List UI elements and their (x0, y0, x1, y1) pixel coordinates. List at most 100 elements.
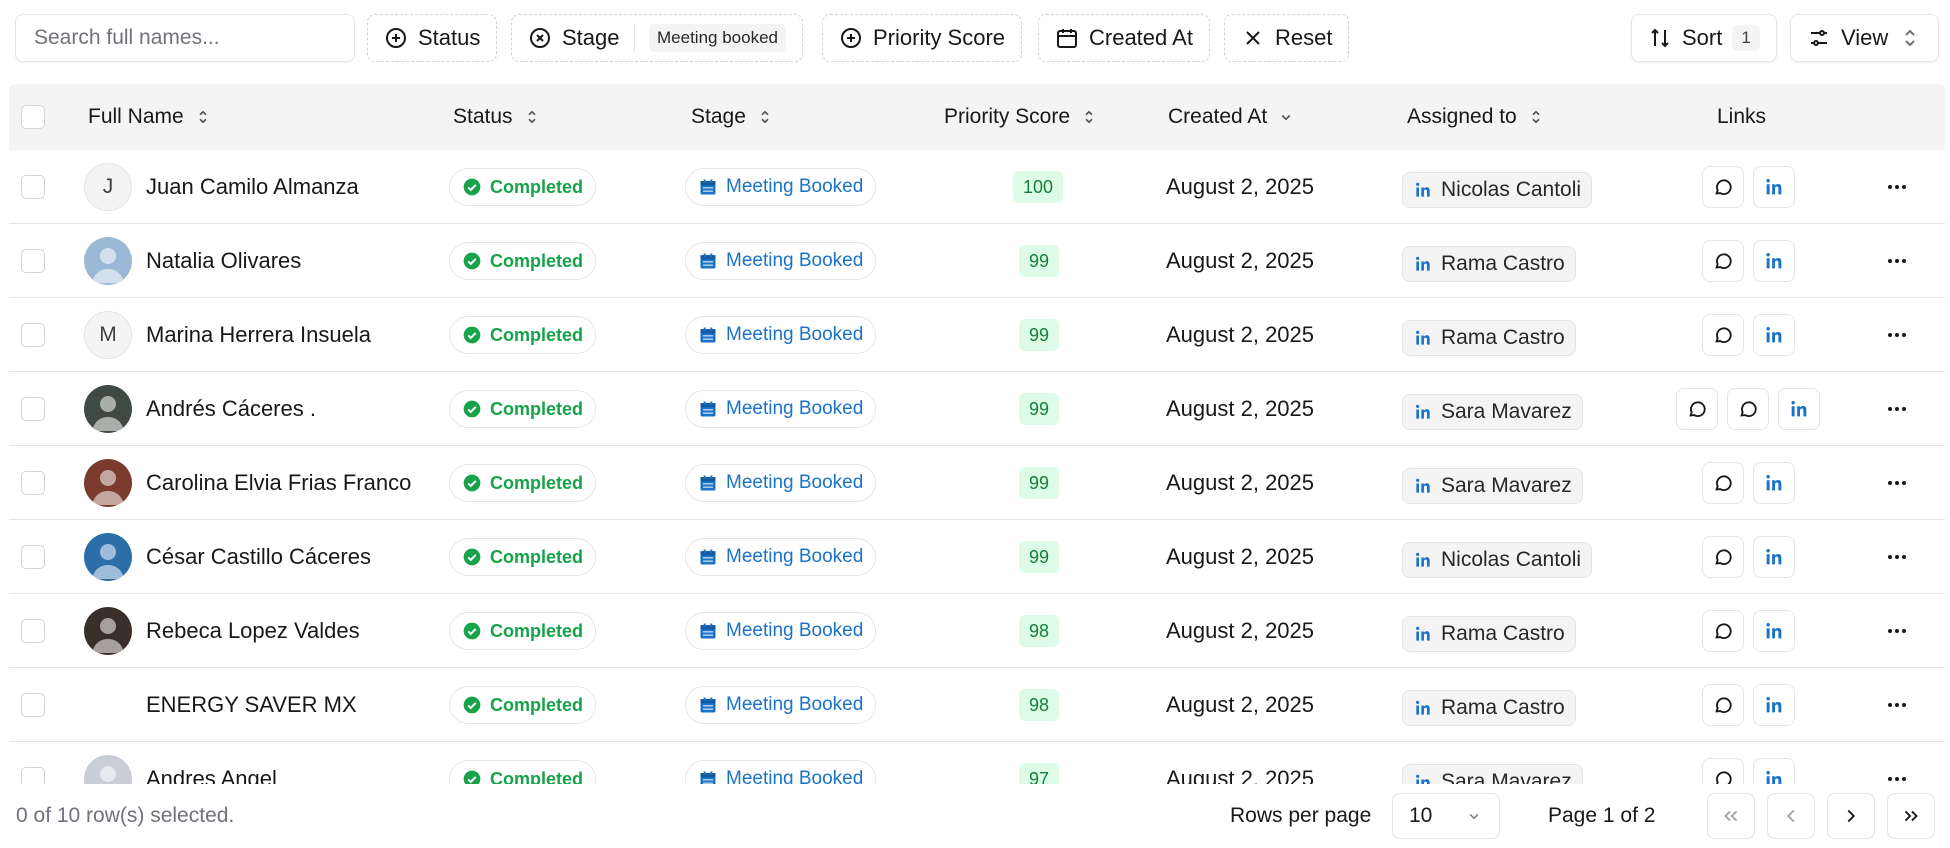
priority-score-filter-button[interactable]: Priority Score (822, 14, 1023, 62)
priority-score-badge: 97 (1019, 763, 1060, 784)
assignee-badge[interactable]: Rama Castro (1402, 616, 1576, 652)
check-circle-icon (463, 178, 481, 196)
message-button[interactable] (1702, 462, 1744, 504)
column-header-full-name[interactable]: Full Name (88, 84, 212, 150)
sort-button[interactable]: Sort 1 (1631, 14, 1777, 62)
table-row[interactable]: M Marina Herrera Insuela Completed Meeting … (9, 298, 1945, 372)
linkedin-button[interactable] (1753, 240, 1795, 282)
row-actions-button[interactable] (1882, 396, 1912, 422)
row-actions-button[interactable] (1882, 174, 1912, 200)
row-checkbox[interactable] (21, 397, 45, 421)
message-button[interactable] (1702, 240, 1744, 282)
stage-filter-button[interactable]: Stage Meeting booked (511, 14, 803, 62)
message-button[interactable] (1727, 388, 1769, 430)
table-row[interactable]: Natalia Olivares Completed Meeting Booked 9… (9, 224, 1945, 298)
status-badge: Completed (449, 242, 597, 280)
row-actions-button[interactable] (1882, 322, 1912, 348)
selection-info: 0 of 10 row(s) selected. (16, 804, 235, 827)
linkedin-button[interactable] (1778, 388, 1820, 430)
message-button[interactable] (1702, 684, 1744, 726)
row-checkbox[interactable] (21, 767, 45, 784)
column-header-status[interactable]: Status (453, 84, 541, 150)
more-horizontal-icon (1888, 629, 1906, 633)
previous-page-button[interactable] (1767, 793, 1815, 839)
column-header-priority-score[interactable]: Priority Score (944, 84, 1098, 150)
column-header-created-at[interactable]: Created At (1168, 84, 1295, 150)
search-input[interactable] (15, 14, 355, 62)
linkedin-icon (1416, 626, 1430, 641)
linkedin-button[interactable] (1753, 758, 1795, 784)
row-actions-button[interactable] (1882, 544, 1912, 570)
calendar-icon (700, 401, 716, 417)
assignee-badge[interactable]: Rama Castro (1402, 246, 1576, 282)
first-page-button[interactable] (1707, 793, 1755, 839)
message-button[interactable] (1702, 166, 1744, 208)
rows-per-page-label: Rows per page (1230, 804, 1372, 827)
row-actions-button[interactable] (1882, 470, 1912, 496)
more-horizontal-icon (1888, 259, 1906, 263)
row-actions-button[interactable] (1882, 618, 1912, 644)
table-row[interactable]: Andrés Cáceres . Completed Meeting Booked 9… (9, 372, 1945, 446)
divider (633, 25, 635, 51)
row-checkbox[interactable] (21, 619, 45, 643)
view-label: View (1841, 25, 1889, 50)
row-checkbox[interactable] (21, 249, 45, 273)
rows-per-page-select[interactable]: 10 (1392, 793, 1500, 839)
chevron-right-icon (1847, 809, 1856, 823)
row-actions-button[interactable] (1882, 248, 1912, 274)
linkedin-button[interactable] (1753, 536, 1795, 578)
calendar-icon (700, 549, 716, 565)
reset-button[interactable]: Reset (1224, 14, 1350, 62)
linkedin-button[interactable] (1753, 610, 1795, 652)
column-header-assigned-to[interactable]: Assigned to (1407, 84, 1545, 150)
linkedin-button[interactable] (1753, 166, 1795, 208)
table-header: Full Name Status Stage Priority Score Cr… (9, 84, 1945, 150)
linkedin-button[interactable] (1753, 684, 1795, 726)
assignee-badge[interactable]: Nicolas Cantoli (1402, 542, 1593, 578)
table-row[interactable]: Carolina Elvia Frias Franco Completed Meet… (9, 446, 1945, 520)
last-page-button[interactable] (1887, 793, 1935, 839)
status-badge: Completed (449, 612, 597, 650)
row-checkbox[interactable] (21, 323, 45, 347)
linkedin-button[interactable] (1753, 462, 1795, 504)
assignee-badge[interactable]: Rama Castro (1402, 320, 1576, 356)
assignee-badge[interactable]: Sara Mavarez (1402, 764, 1583, 784)
table-row[interactable]: J Juan Camilo Almanza Completed Meeting Boo… (9, 150, 1945, 224)
created-at-filter-button[interactable]: Created At (1038, 14, 1210, 62)
message-button[interactable] (1702, 536, 1744, 578)
row-actions-button[interactable] (1882, 692, 1912, 718)
view-button[interactable]: View (1790, 14, 1940, 62)
stage-badge: Meeting Booked (685, 242, 877, 280)
message-button[interactable] (1702, 314, 1744, 356)
table-row[interactable]: Andres Angel Completed Meeting Booked 97 Aug… (9, 742, 1945, 784)
row-actions-button[interactable] (1882, 766, 1912, 784)
assignee-badge[interactable]: Sara Mavarez (1402, 394, 1583, 430)
linkedin-icon (1766, 623, 1782, 639)
message-button[interactable] (1702, 610, 1744, 652)
table-row[interactable]: ENERGY SAVER MX Completed Meeting Booked 98… (9, 668, 1945, 742)
table-row[interactable]: César Castillo Cáceres Completed Meeting B… (9, 520, 1945, 594)
created-at: August 2, 2025 (1166, 618, 1315, 643)
status-filter-button[interactable]: Status (367, 14, 498, 62)
column-header-stage[interactable]: Stage (691, 84, 774, 150)
next-page-button[interactable] (1827, 793, 1875, 839)
row-checkbox[interactable] (21, 175, 45, 199)
assignee-badge[interactable]: Rama Castro (1402, 690, 1576, 726)
message-icon (1715, 549, 1732, 565)
select-all-checkbox[interactable] (21, 105, 45, 129)
table-row[interactable]: Rebeca Lopez Valdes Completed Meeting Book… (9, 594, 1945, 668)
assignee-badge[interactable]: Sara Mavarez (1402, 468, 1583, 504)
message-button[interactable] (1676, 388, 1718, 430)
row-checkbox[interactable] (21, 545, 45, 569)
message-button[interactable] (1702, 758, 1744, 784)
row-checkbox[interactable] (21, 471, 45, 495)
more-horizontal-icon (1888, 777, 1906, 781)
person-icon (84, 459, 132, 507)
row-checkbox[interactable] (21, 693, 45, 717)
calendar-icon (700, 623, 716, 639)
assignee-badge[interactable]: Nicolas Cantoli (1402, 172, 1593, 208)
linkedin-button[interactable] (1753, 314, 1795, 356)
message-icon (1740, 401, 1757, 417)
stage-label: Meeting Booked (726, 768, 864, 784)
priority-score-badge: 98 (1019, 615, 1060, 647)
